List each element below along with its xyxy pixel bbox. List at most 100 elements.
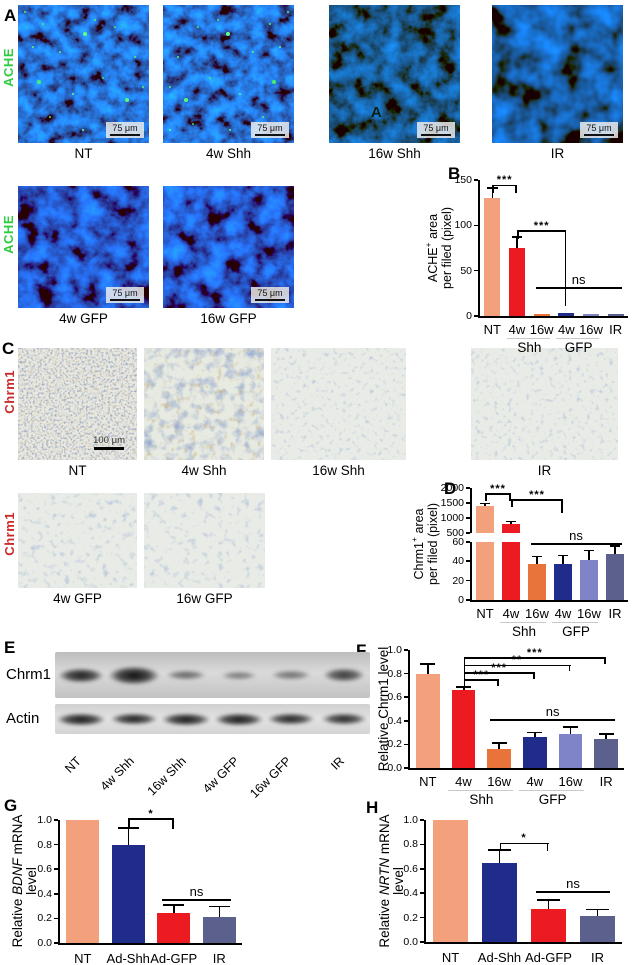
error-bar — [534, 733, 536, 738]
y-tick-label: 0.4 — [387, 714, 402, 727]
sig-bracket-end — [604, 658, 607, 664]
y-tick-label: 0.2 — [403, 911, 418, 924]
group-label: GFP — [564, 340, 593, 355]
y-tick-label: 1500 — [440, 496, 464, 509]
scale-bar: 75 μm — [106, 121, 144, 138]
panel-label-b: B — [448, 164, 461, 183]
image-caption: 4w GFP — [53, 591, 102, 606]
y-tick-mark — [466, 599, 470, 601]
sig-label: ns — [545, 703, 560, 719]
sig-bracket-line — [485, 492, 511, 495]
group-label: Shh — [469, 792, 494, 807]
y-tick-mark — [474, 315, 478, 317]
bar-NT — [484, 198, 501, 316]
fluorescence-row-1: 75 μm NT 75 μm 4w Shh A 75 μm 16w Shh 75 μm IR — [18, 5, 623, 161]
scale-bar-label: 100 μm — [93, 434, 125, 446]
y-axis-label-part: + — [423, 242, 434, 248]
sig-bracket-end — [546, 844, 549, 852]
bar-chart-bdnf-mrna: 0.0 0.2 0.4 0.6 0.8 1.0 NT Ad-Shh Ad-GFP IR * ns — [37, 808, 242, 965]
panel-label-e: E — [4, 638, 16, 657]
error-bar-cap — [598, 733, 614, 735]
micrograph-cell: 4w Shh — [144, 348, 264, 478]
error-bar — [173, 905, 175, 914]
scale-bar-line — [584, 133, 614, 136]
blot-lane-label: 16w GFP — [247, 754, 295, 801]
error-bar — [498, 743, 500, 750]
micrograph-image: 75 μm — [18, 5, 149, 143]
sig-label: * — [521, 832, 527, 845]
error-bar — [498, 850, 501, 863]
y-tick-mark — [466, 487, 470, 489]
y-tick-mark — [466, 541, 470, 543]
y-tick-mark — [474, 179, 478, 181]
image-caption: 16w Shh — [368, 146, 421, 161]
blot-lane-label: 16w Shh — [144, 754, 190, 799]
x-axis-label: 16w — [525, 606, 549, 621]
y-tick-label: 1000 — [440, 511, 464, 524]
y-axis-label-b: ACHE+ area per filed (pixel) — [423, 178, 455, 318]
error-bar-cap — [511, 236, 523, 239]
sig-bracket-line — [463, 671, 535, 674]
x-axis-label: 4w — [526, 774, 544, 789]
sig-bracket-line — [463, 657, 607, 659]
panel-label-a: A — [4, 6, 17, 25]
group-underline — [447, 789, 513, 791]
x-axis-label: 4w — [554, 606, 572, 621]
sig-bracket-end — [509, 494, 511, 501]
y-tick-label: 1.0 — [403, 814, 418, 826]
error-bar — [547, 900, 550, 910]
micrograph-cell: IR — [471, 348, 618, 478]
scale-bar-label: 75 μm — [586, 122, 612, 133]
error-bar-cap — [537, 898, 560, 901]
error-bar — [510, 522, 512, 524]
scale-bar: 100 μm — [89, 435, 129, 453]
error-bar-cap — [527, 731, 543, 734]
ihc-row-1: 100 μm NT 4w Shh 16w Shh IR — [18, 348, 618, 478]
error-bar-cap — [455, 686, 472, 688]
axis-break — [470, 532, 628, 542]
y-tick-label: 0.4 — [37, 887, 52, 900]
y-tick-label: 20 — [452, 574, 464, 587]
x-axis-label: NT — [441, 950, 460, 965]
blot-lane-label: IR — [327, 754, 347, 773]
scale-bar-label: 75 μm — [257, 287, 283, 298]
y-axis-label-part: area — [425, 213, 440, 243]
y-tick-mark — [54, 819, 58, 821]
y-tick-label: 60 — [452, 535, 464, 548]
x-axis-label: IR — [212, 951, 226, 965]
protein-band — [56, 712, 107, 726]
protein-band — [109, 713, 158, 725]
y-tick-mark — [404, 672, 408, 675]
image-caption: NT — [68, 463, 87, 478]
error-bar-cap — [586, 908, 609, 911]
y-tick-label: 100 — [454, 219, 472, 232]
sig-label: *** — [496, 174, 513, 187]
sig-bracket-end — [497, 681, 500, 687]
x-axis-label: NT — [419, 774, 437, 789]
scale-bar: 75 μm — [417, 121, 455, 138]
sig-bracket-end — [499, 844, 502, 852]
error-bar-cap — [583, 549, 595, 552]
y-tick-mark — [466, 560, 470, 562]
y-tick-mark — [420, 916, 424, 919]
y-tick-label: 50 — [460, 264, 472, 277]
sig-label: ns — [566, 876, 580, 892]
sig-bracket-end — [463, 658, 466, 690]
scale-bar: 75 μm — [580, 121, 618, 138]
micrograph-cell: 4w GFP — [18, 493, 137, 606]
bar-16w — [582, 313, 600, 316]
sig-bracket-end — [533, 673, 535, 679]
blot-row-label-chrm1: Chrm1 — [6, 666, 52, 683]
ache-stain-label: ACHE — [1, 215, 16, 254]
bar-NT — [432, 820, 469, 942]
scale-bar-line — [94, 446, 125, 450]
scale-bar-label: 75 μm — [257, 122, 283, 133]
x-axis-label: Ad-Shh — [477, 950, 522, 965]
image-caption: 4w Shh — [205, 146, 252, 161]
x-axis-label: 16w — [558, 774, 583, 789]
chrm1-stain-label: Chrm1 — [2, 370, 17, 414]
error-bar-cap — [488, 848, 511, 851]
sig-bracket-line — [463, 679, 500, 682]
micrograph-image: A 75 μm — [329, 5, 460, 143]
y-axis-label-line: per filed (pixel) — [440, 178, 455, 318]
